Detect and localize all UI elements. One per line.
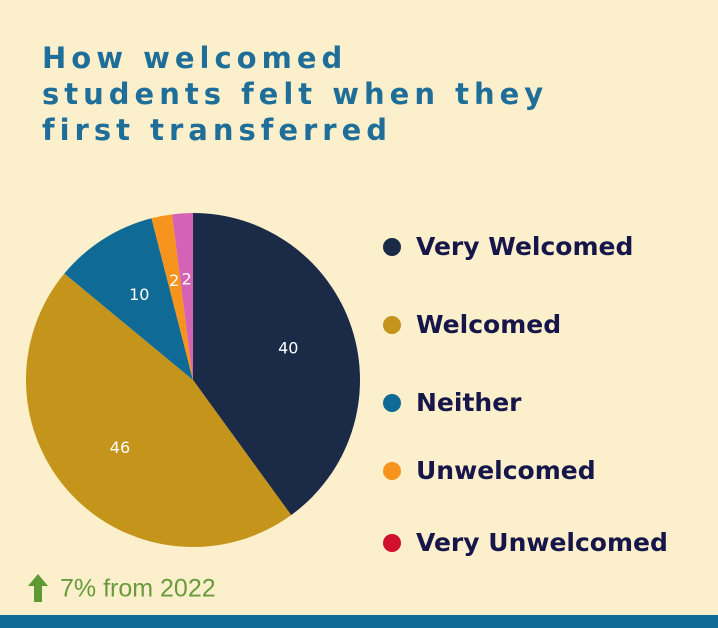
legend-marker bbox=[383, 394, 401, 412]
legend-marker bbox=[383, 316, 401, 334]
value-label: 10 bbox=[129, 285, 149, 304]
legend-label: Very Unwelcomed bbox=[416, 528, 668, 557]
legend-label: Welcomed bbox=[416, 310, 561, 339]
legend-marker bbox=[383, 238, 401, 256]
legend-label: Very Welcomed bbox=[416, 232, 633, 261]
chart-title: first transferred bbox=[42, 113, 392, 147]
up-arrow bbox=[28, 574, 48, 602]
value-label: 40 bbox=[278, 339, 298, 358]
pie-slice bbox=[172, 213, 193, 380]
value-label: 2 bbox=[182, 269, 192, 288]
value-label: 46 bbox=[110, 438, 130, 457]
pie-slice bbox=[193, 213, 361, 516]
legend-label: Unwelcomed bbox=[416, 456, 596, 485]
pie-slice bbox=[151, 214, 193, 380]
value-label: 2 bbox=[169, 271, 179, 290]
chart-title: students felt when they bbox=[42, 77, 548, 111]
pie-slice bbox=[25, 273, 292, 547]
footer-bar bbox=[0, 615, 718, 628]
legend-marker bbox=[383, 462, 401, 480]
pie-slice bbox=[64, 218, 194, 380]
legend-marker bbox=[383, 534, 401, 552]
annotation: 7% from 2022 bbox=[60, 575, 216, 603]
chart-title: How welcomed bbox=[42, 41, 347, 75]
legend-label: Neither bbox=[416, 388, 522, 417]
